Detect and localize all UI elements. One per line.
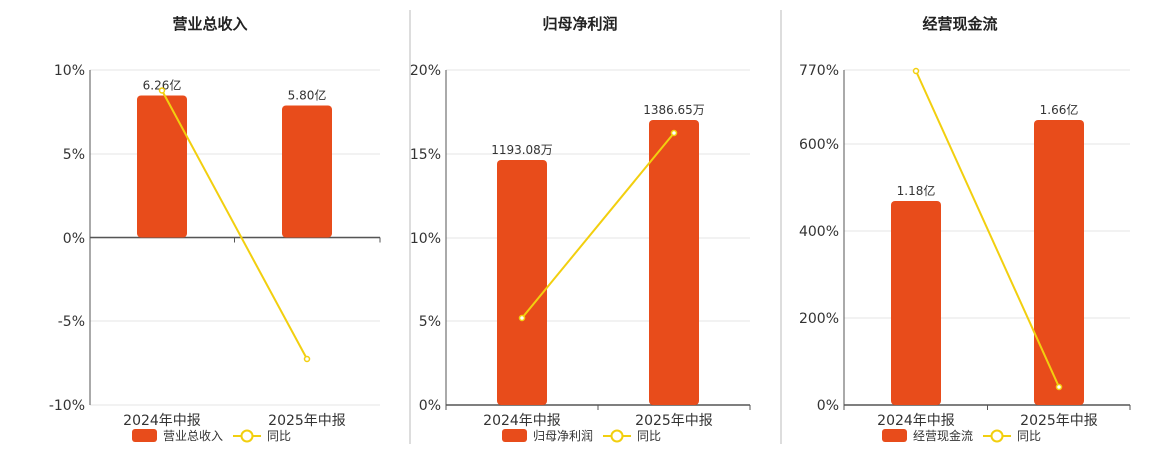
y-tick-label: 0% [419,398,441,414]
legend-label-line: 同比 [267,429,291,443]
yoy-point [158,87,166,94]
yoy-point [518,314,526,322]
chart-title: 营业总收入 [172,15,247,33]
legend-label-bar: 营业总收入 [163,429,223,443]
x-tick-label: 2024年中报 [483,413,561,429]
bar-data-label: 1.66亿 [1040,102,1079,117]
yoy-point [1055,383,1063,391]
y-tick-label: 20% [410,63,441,79]
yoy-point [670,129,678,137]
y-tick-label: 5% [419,314,441,330]
bar [137,95,187,238]
legend-swatch-bar [882,429,907,442]
y-tick-label: -10% [49,398,85,414]
chart-title: 经营现金流 [922,15,997,33]
y-tick-label: -5% [58,314,85,330]
bar-data-label: 1.18亿 [897,183,936,198]
yoy-line [161,90,308,360]
y-tick-label: 5% [63,147,85,163]
bar [282,105,332,238]
chart-title: 归母净利润 [542,15,617,33]
bar [1034,120,1084,405]
y-tick-label: 400% [799,224,839,240]
legend-swatch-bar [132,429,157,442]
y-tick-label: 0% [817,398,839,414]
x-tick-label: 2025年中报 [1020,413,1098,429]
y-tick-label: 0% [63,231,85,247]
bar-data-label: 1193.08万 [491,143,553,157]
y-tick-label: 10% [410,231,441,247]
legend-swatch-bar [502,429,527,442]
bar [497,160,547,405]
legend-swatch-marker [990,429,1004,443]
bar-data-label: 5.80亿 [288,88,327,103]
yoy-line [521,132,675,319]
yoy-line [915,70,1060,388]
bar-data-label: 6.26亿 [143,78,182,93]
y-tick-label: 200% [799,311,839,327]
legend-swatch-marker [240,429,254,443]
y-tick-label: 15% [410,147,441,163]
y-tick-label: 10% [54,63,85,79]
x-tick-label: 2024年中报 [877,413,955,429]
yoy-point [912,67,920,75]
y-tick-label: 600% [799,137,839,153]
yoy-point [303,355,311,363]
bar-data-label: 1386.65万 [643,103,705,117]
legend-label-line: 同比 [637,429,661,443]
legend-label-bar: 经营现金流 [913,428,973,443]
legend-swatch-marker [610,429,624,443]
x-tick-label: 2025年中报 [268,413,346,429]
legend-label-bar: 归母净利润 [533,429,593,443]
y-tick-label: 770% [799,63,839,79]
legend-label-line: 同比 [1017,429,1041,443]
x-tick-label: 2024年中报 [123,413,201,429]
bar [891,201,941,405]
x-tick-label: 2025年中报 [635,413,713,429]
bar [649,120,699,405]
